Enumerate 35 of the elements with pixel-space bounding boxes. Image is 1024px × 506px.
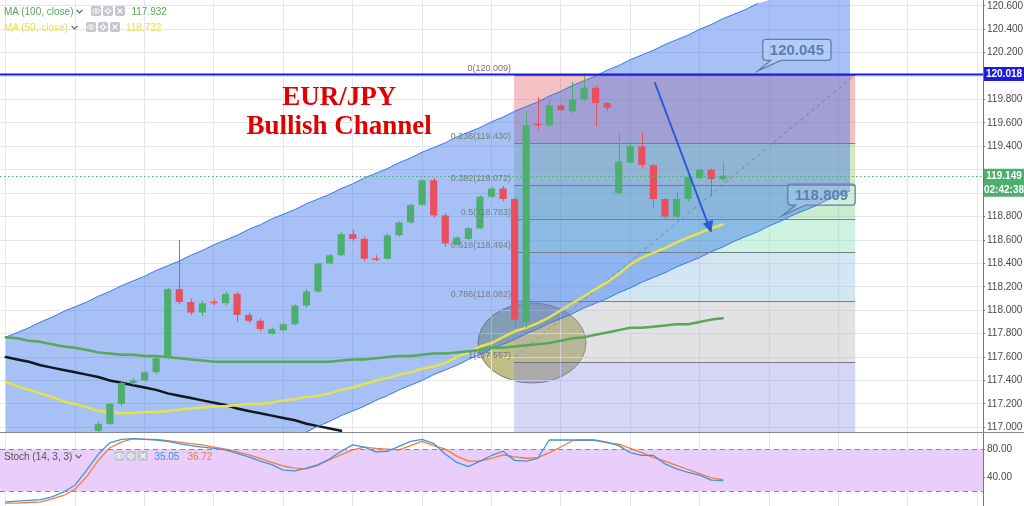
text: Stoch (14, 3, 3) bbox=[4, 449, 73, 464]
annotation: 35.05 bbox=[154, 449, 180, 464]
text: EUR/JPY bbox=[282, 81, 397, 112]
y-tick-label: 120.600 bbox=[987, 0, 1024, 11]
ref-line-label: 119.149 02:42:38 bbox=[983, 169, 1024, 195]
text: MA (50, close) bbox=[4, 20, 68, 35]
text: MA (100, close) bbox=[4, 4, 74, 19]
band-label: 0.382(119.072) bbox=[450, 172, 512, 183]
y-tick-label: 119.400 bbox=[987, 140, 1023, 152]
y-tick-label: 118.000 bbox=[987, 303, 1023, 315]
text: Bullish Channel bbox=[246, 110, 433, 141]
ref-line-label: 120.018 bbox=[985, 68, 1023, 80]
annotation: 118.809 bbox=[794, 185, 849, 203]
y-tick-label: 117.400 bbox=[987, 374, 1023, 386]
y-tick-label: 119.800 bbox=[987, 93, 1023, 105]
y-tick-label: 117.200 bbox=[987, 397, 1023, 409]
band-label: 0.786(118.082) bbox=[450, 288, 512, 299]
annotation: 118.732 bbox=[125, 20, 162, 35]
band-label: 0.618(118.494) bbox=[450, 240, 512, 251]
y-tick-label: 119.600 bbox=[987, 116, 1023, 128]
annotation: 36.72 bbox=[187, 449, 213, 464]
y-tick-label: 118.400 bbox=[987, 257, 1023, 269]
y-tick-label: 117.000 bbox=[987, 421, 1023, 433]
y-tick-label: 40.00 bbox=[987, 470, 1013, 482]
y-tick-label: 118.600 bbox=[987, 233, 1023, 245]
band-label: 0(120.009) bbox=[467, 63, 512, 74]
annotation: 120.045 bbox=[769, 40, 825, 58]
y-tick-label: 117.600 bbox=[987, 350, 1023, 362]
y-tick-label: 118.800 bbox=[987, 210, 1023, 222]
y-tick-label: 80.00 bbox=[987, 442, 1013, 454]
y-tick-label: 120.200 bbox=[987, 46, 1024, 58]
annotation: 117.932 bbox=[131, 4, 167, 19]
y-tick-label: 118.200 bbox=[987, 280, 1023, 292]
y-tick-label: 120.400 bbox=[987, 23, 1024, 35]
y-tick-label: 117.800 bbox=[987, 327, 1023, 339]
